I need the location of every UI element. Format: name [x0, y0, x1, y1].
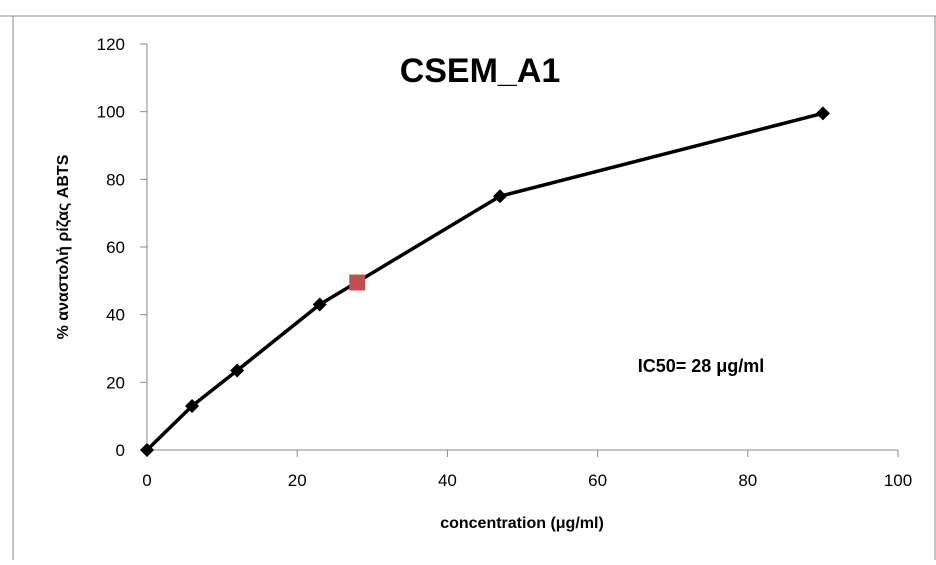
y-axis-title: % αναστολή ρίζας ABTS: [55, 154, 72, 339]
y-tick-label: 100: [97, 103, 125, 122]
y-tick-label: 80: [106, 170, 125, 189]
x-tick-label: 40: [438, 471, 457, 490]
data-point-diamond: [492, 189, 507, 204]
y-axis-ticks: 0 20 40 60 80 100 120: [97, 35, 147, 460]
data-point-diamond: [815, 106, 830, 121]
series-layer: [140, 106, 830, 457]
data-point-diamond: [185, 399, 200, 414]
y-tick-label: 60: [106, 238, 125, 257]
ic50-annotation: IC50= 28 μg/ml: [638, 356, 765, 376]
x-axis-ticks: 0 20 40 60 80 100: [142, 450, 912, 490]
x-tick-label: 100: [884, 471, 912, 490]
x-axis-title: concentration (μg/ml): [440, 515, 604, 532]
ic50-point-square: [349, 274, 366, 291]
y-tick-label: 20: [106, 373, 125, 392]
x-tick-label: 0: [142, 471, 151, 490]
y-tick-label: 0: [116, 441, 125, 460]
x-tick-label: 20: [288, 471, 307, 490]
data-point-diamond: [140, 443, 154, 457]
chart-title: CSEM_A1: [400, 52, 561, 90]
x-tick-label: 60: [588, 471, 607, 490]
x-tick-label: 80: [738, 471, 757, 490]
y-tick-label: 40: [106, 306, 125, 325]
data-point-diamond: [230, 363, 245, 378]
series-line: [145, 111, 824, 452]
data-point-diamond: [312, 297, 327, 312]
y-tick-label: 120: [97, 35, 125, 54]
